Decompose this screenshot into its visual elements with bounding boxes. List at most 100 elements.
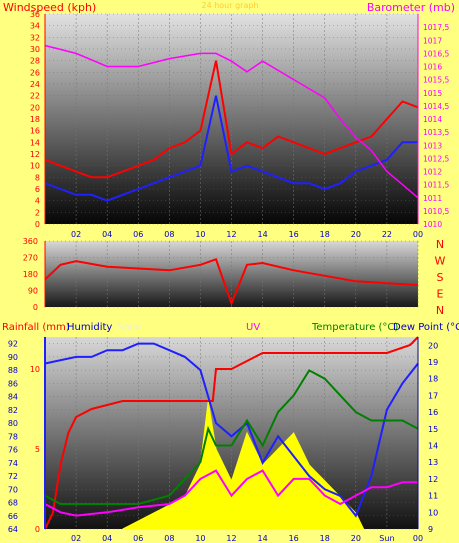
barometer-tick-label: 1012,5: [423, 154, 449, 163]
barometer-tick-label: 1015,5: [423, 76, 449, 85]
panel3-temperature-ticks: 9 10 11 12 13 14 15 16 17 18 19 20: [428, 341, 438, 534]
series-line: [44, 258, 419, 307]
x-tick-label: 08: [164, 534, 174, 543]
direction-tick-label: 360: [23, 237, 38, 246]
x-tick-label: 20: [351, 230, 361, 239]
panel3-rain-ticks: 0 5 10: [30, 365, 40, 534]
barometer-tick-label: 1014,5: [423, 102, 449, 111]
barometer-tick-label: 1017,5: [423, 23, 449, 32]
humidity-tick-label: 64: [8, 525, 18, 534]
humidity-tick-label: 72: [8, 472, 18, 481]
series-line: [44, 336, 419, 530]
windspeed-tick-label: 12: [30, 150, 40, 159]
windspeed-tick-label: 24: [30, 80, 40, 89]
x-tick-label: 04: [102, 534, 112, 543]
series-line: [44, 60, 419, 179]
barometer-tick-label: 1010: [423, 220, 442, 229]
windspeed-tick-label: 0: [35, 220, 40, 229]
x-tick-label: 16: [289, 230, 299, 239]
windspeed-tick-label: 8: [35, 173, 40, 182]
humidity-tick-label: 80: [8, 419, 18, 428]
temperature-tick-label: 10: [428, 508, 438, 517]
series-line: [44, 469, 418, 517]
windspeed-axis-label: Windspeed (kph): [3, 1, 96, 14]
x-tick-label: 20: [351, 534, 361, 543]
panel3-humidity-ticks: 64 66 68 70 72 74 76 78 80 82 84 86 88 90 92: [8, 340, 18, 534]
windspeed-tick-label: 22: [30, 92, 40, 101]
rainfall-tick-label: 10: [30, 365, 40, 374]
humidity-tick-label: 92: [8, 340, 18, 349]
humidity-tick-label: 90: [8, 353, 18, 362]
humidity-tick-label: 86: [8, 379, 18, 388]
temperature-tick-label: 12: [428, 475, 438, 484]
barometer-tick-label: 1012: [423, 168, 442, 177]
x-tick-label: 06: [133, 534, 143, 543]
uv-label: UV: [246, 322, 260, 333]
x-tick-label: 08: [164, 230, 174, 239]
x-tick-label: 10: [195, 534, 205, 543]
windspeed-tick-label: 30: [30, 45, 40, 54]
panel3-x-ticks: 02 04 06 08 10 12 14 16 18 20 Sun 00: [71, 534, 423, 543]
temperature-tick-label: 19: [428, 358, 438, 367]
barometer-tick-label: 1015: [423, 89, 442, 98]
x-tick-label: 00: [413, 230, 423, 239]
temperature-tick-label: 18: [428, 375, 438, 384]
panel2-y-ticks: 0 90 180 270 360: [23, 237, 38, 312]
windspeed-tick-label: 36: [30, 10, 40, 19]
humidity-tick-label: 66: [8, 512, 18, 521]
panel3-series: [44, 336, 419, 530]
x-tick-label: 12: [226, 230, 236, 239]
x-tick-label: 02: [71, 534, 81, 543]
windspeed-tick-label: 10: [30, 162, 40, 171]
windspeed-tick-label: 26: [30, 68, 40, 77]
compass-letter: W: [435, 255, 446, 268]
windspeed-tick-label: 28: [30, 57, 40, 66]
windspeed-tick-label: 34: [30, 22, 40, 31]
x-tick-label: 00: [413, 534, 423, 543]
humidity-tick-label: 82: [8, 406, 18, 415]
x-tick-label: 18: [320, 534, 330, 543]
dewpoint-label: Dew Point (°C): [393, 322, 459, 333]
windspeed-tick-label: 16: [30, 127, 40, 136]
compass-letter: N: [436, 304, 444, 317]
humidity-tick-label: 88: [8, 366, 18, 375]
x-tick-label: 14: [257, 230, 267, 239]
humidity-tick-label: 78: [8, 432, 18, 441]
series-line: [44, 342, 419, 518]
barometer-tick-label: 1010,5: [423, 207, 449, 216]
panel1-title: 24 hour graph: [201, 1, 258, 10]
barometer-tick-label: 1013,5: [423, 128, 449, 137]
barometer-tick-label: 1016: [423, 63, 442, 72]
barometer-tick-label: 1017: [423, 36, 442, 45]
compass-letter: S: [437, 271, 444, 284]
temperature-tick-label: 9: [428, 525, 433, 534]
x-tick-label: 16: [289, 534, 299, 543]
compass-letter: E: [437, 288, 444, 301]
rainfall-tick-label: 0: [35, 525, 40, 534]
temperature-tick-label: 17: [428, 391, 438, 400]
barometer-tick-label: 1011,5: [423, 181, 449, 190]
x-tick-label: 04: [102, 230, 112, 239]
series-line: [44, 44, 419, 199]
temperature-label: Temperature (°C): [311, 322, 398, 333]
windspeed-tick-label: 14: [30, 138, 40, 147]
temperature-tick-label: 14: [428, 442, 438, 451]
temperature-tick-label: 15: [428, 425, 438, 434]
barometer-tick-label: 1016,5: [423, 49, 449, 58]
x-tick-label: Sun: [379, 534, 394, 543]
panel2-gridlines: [45, 240, 419, 308]
windspeed-tick-label: 4: [35, 197, 40, 206]
compass-letter: N: [436, 238, 444, 251]
windspeed-tick-label: 6: [35, 185, 40, 194]
windspeed-tick-label: 20: [30, 103, 40, 112]
humidity-tick-label: 70: [8, 485, 18, 494]
temperature-tick-label: 13: [428, 458, 438, 467]
x-tick-label: 18: [320, 230, 330, 239]
x-tick-label: 06: [133, 230, 143, 239]
humidity-label: Humidity: [67, 322, 112, 333]
humidity-tick-label: 84: [8, 393, 18, 402]
windspeed-tick-label: 32: [30, 33, 40, 42]
panel1-series: [44, 44, 419, 202]
